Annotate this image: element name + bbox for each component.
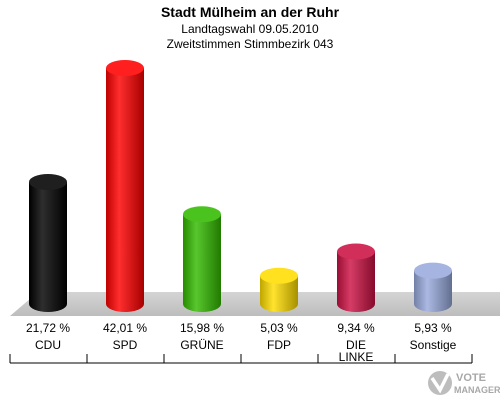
value-label: 15,98 % — [180, 321, 224, 335]
chart-subtitle: Landtagswahl 09.05.2010 — [181, 22, 319, 36]
bar-die-linke — [337, 243, 375, 312]
bar-body — [260, 275, 298, 312]
category-label: GRÜNE — [180, 338, 223, 352]
bar-grüne — [183, 206, 221, 312]
bar-top — [260, 267, 298, 284]
bar-fdp — [260, 267, 298, 312]
bar-body — [183, 214, 221, 312]
bar-top — [337, 243, 375, 260]
category-label: FDP — [267, 338, 291, 352]
bar-spd — [106, 60, 144, 312]
value-label: 21,72 % — [26, 321, 70, 335]
bar-body — [29, 181, 67, 312]
value-label: 5,03 % — [260, 321, 298, 335]
bar-top — [106, 60, 144, 76]
bar-body — [106, 68, 144, 312]
bar-top — [183, 206, 221, 223]
bar-cdu — [29, 173, 67, 312]
bar-top — [29, 173, 67, 190]
value-label: 9,34 % — [337, 321, 375, 335]
bar-sonstige — [414, 262, 452, 312]
category-label: SPD — [113, 338, 138, 352]
chart-subtitle-2: Zweitstimmen Stimmbezirk 043 — [166, 37, 334, 51]
bar-top — [414, 262, 452, 279]
logo-text-manager: MANAGER — [454, 385, 500, 395]
value-label: 42,01 % — [103, 321, 147, 335]
logo-text-vote: VOTE — [456, 372, 486, 384]
category-label: DIE — [346, 338, 366, 352]
vote-manager-logo: VOTE MANAGER — [426, 366, 500, 400]
category-label: CDU — [35, 338, 61, 352]
category-label: LINKE — [339, 350, 374, 364]
chart-title: Stadt Mülheim an der Ruhr — [160, 4, 340, 20]
bar-body — [414, 270, 452, 312]
category-label: Sonstige — [410, 338, 457, 352]
bar-body — [337, 251, 375, 312]
value-label: 5,93 % — [414, 321, 452, 335]
